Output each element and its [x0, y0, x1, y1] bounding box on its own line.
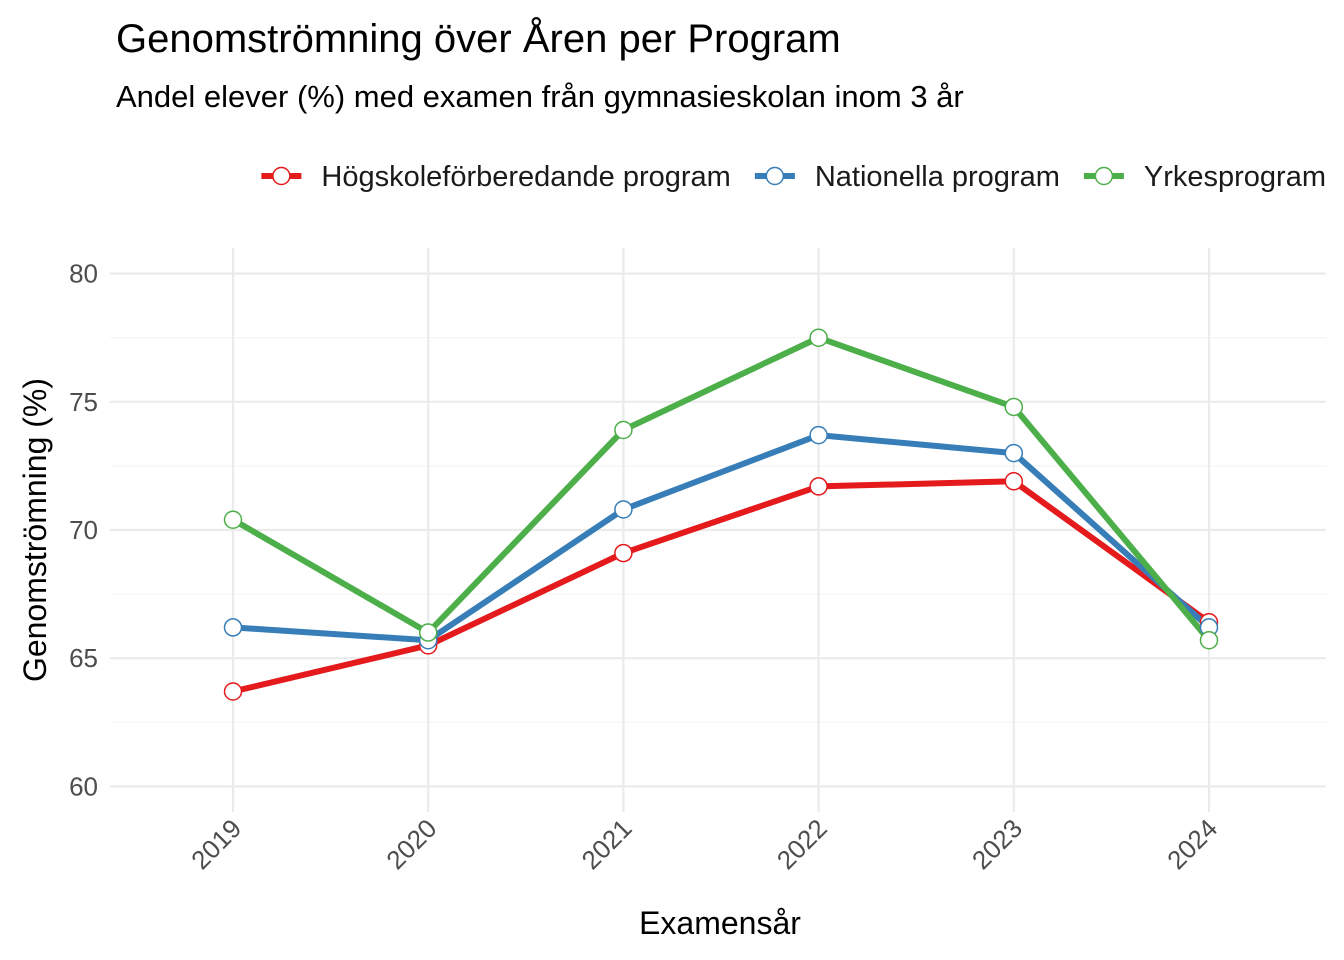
chart-subtitle: Andel elever (%) med examen från gymnasi…: [116, 79, 964, 114]
series-line: [231, 334, 1212, 643]
legend-key-point: [765, 166, 785, 186]
legend: Högskoleförberedande program Nationella p…: [261, 161, 1326, 193]
chart-title: Genomströmning över Åren per Program: [116, 16, 841, 61]
legend-label: Högskoleförberedande program: [321, 161, 730, 193]
y-axis-ticks: 60 65 70 75 80: [69, 259, 98, 802]
x-tick-label: 2022: [771, 813, 833, 875]
y-axis-title: Genomströmning (%): [17, 378, 53, 682]
y-tick-label: 60: [69, 771, 98, 801]
series-layer: [223, 328, 1219, 701]
legend-key-point: [1094, 166, 1114, 186]
series-line: [232, 432, 1211, 644]
legend-key-point: [272, 166, 291, 186]
data-point: [809, 477, 828, 496]
x-axis-ticks: 2019 2020 2021 2022 2023 2024: [185, 813, 1223, 875]
legend-label: Nationella program: [815, 161, 1060, 193]
data-point: [1004, 472, 1024, 491]
data-point: [223, 682, 243, 701]
data-point: [1004, 443, 1024, 463]
y-tick-label: 65: [69, 643, 98, 673]
grid: [110, 248, 1326, 812]
data-point: [223, 618, 243, 637]
data-point: [614, 420, 633, 440]
y-tick-label: 80: [69, 259, 98, 289]
x-tick-label: 2019: [185, 813, 247, 875]
x-tick-label: 2021: [576, 813, 638, 875]
y-tick-label: 75: [69, 387, 98, 417]
x-tick-label: 2024: [1161, 813, 1223, 875]
legend-label: Yrkesprogram: [1144, 161, 1326, 193]
data-point: [614, 543, 633, 563]
data-point: [418, 623, 438, 642]
data-point: [809, 328, 828, 347]
x-tick-label: 2020: [380, 813, 442, 875]
x-axis-title: Examensår: [639, 905, 801, 941]
y-tick-label: 70: [69, 515, 98, 545]
data-point: [223, 510, 243, 529]
series-line: [232, 478, 1211, 695]
data-point: [809, 425, 828, 445]
data-point: [1004, 397, 1024, 417]
data-point: [1199, 630, 1219, 650]
x-tick-label: 2023: [966, 813, 1028, 875]
data-point: [614, 500, 633, 519]
